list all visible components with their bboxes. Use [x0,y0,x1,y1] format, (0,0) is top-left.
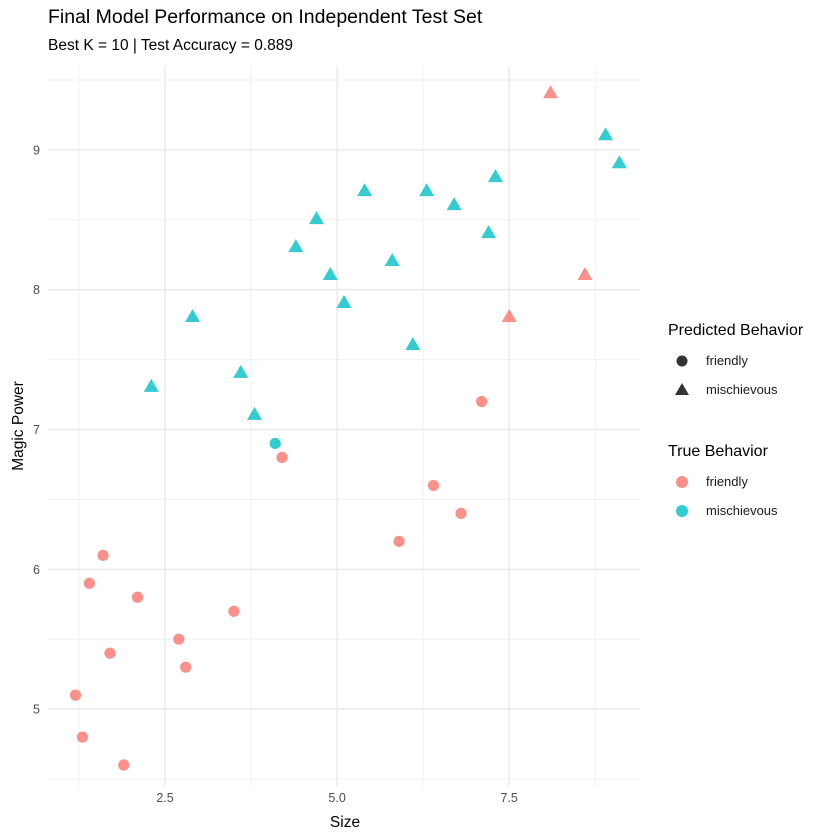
chart-subtitle: Best K = 10 | Test Accuracy = 0.889 [48,37,293,54]
data-point-triangle [487,169,503,183]
color-swatch-icon [676,504,688,517]
data-point-triangle [611,155,627,169]
data-point-triangle [384,253,400,267]
legend-label: mischievous [706,382,778,397]
data-point-triangle [336,295,352,309]
legend-label: mischievous [706,503,778,518]
data-point-circle [476,395,488,408]
data-point-triangle [247,406,263,420]
y-tick-label: 8 [33,283,40,297]
legend-item-mischievous: mischievous [668,496,778,525]
circle-shape-icon [676,355,688,366]
data-points [69,85,627,771]
data-point-triangle [419,183,435,197]
y-tick-label: 7 [33,423,40,437]
x-axis-ticks: 2.5 5.0 7.5 [156,791,518,805]
data-point-circle [173,633,185,645]
y-axis-title: Magic Power [10,381,27,471]
legend-title: Predicted Behavior [668,322,804,339]
major-gridlines [48,66,640,786]
data-point-circle [180,661,192,673]
x-tick-label: 2.5 [156,791,173,805]
data-point-circle [393,535,405,547]
data-point-triangle [405,336,421,350]
legend-label: friendly [706,474,748,489]
data-point-circle [455,507,467,519]
y-axis-ticks: 5 6 7 8 9 [33,143,40,716]
data-point-triangle [543,85,559,99]
x-axis-title: Size [330,814,360,831]
data-point-circle [97,549,109,561]
data-point-triangle [577,267,593,281]
data-point-triangle [185,308,201,322]
data-point-triangle [357,183,373,197]
data-point-triangle [481,225,497,239]
data-point-triangle [143,378,159,392]
data-point-triangle [322,267,338,281]
data-point-triangle [288,239,304,253]
data-point-circle [69,689,82,701]
data-point-circle [131,591,144,603]
data-point-triangle [501,308,517,322]
data-point-circle [269,437,281,450]
legend-item-mischievous: mischievous [668,375,803,404]
data-point-circle [276,451,288,464]
legend-predicted-behavior: Predicted Behavior friendly mischievous [668,322,803,404]
data-point-circle [427,479,440,492]
y-tick-label: 9 [33,143,40,157]
legend-true-behavior: True Behavior friendly mischievous [668,443,778,525]
data-point-circle [118,759,130,771]
x-tick-label: 7.5 [501,791,518,805]
data-point-triangle [446,197,462,211]
data-point-circle [76,731,89,743]
data-point-triangle [233,364,249,378]
data-point-triangle [598,127,614,141]
data-point-circle [83,577,95,589]
color-swatch-icon [676,475,688,488]
data-point-circle [104,647,116,659]
legend-label: friendly [706,353,748,368]
data-point-circle [228,605,240,617]
data-point-triangle [308,211,324,225]
legend-item-friendly: friendly [668,467,778,496]
legend-title: True Behavior [668,443,768,460]
y-tick-label: 6 [33,563,40,577]
triangle-shape-icon [675,382,689,395]
x-tick-label: 5.0 [328,791,345,805]
y-tick-label: 5 [33,703,40,717]
legend-item-friendly: friendly [668,346,803,375]
minor-gridlines [48,66,640,786]
chart-title: Final Model Performance on Independent T… [48,6,483,28]
